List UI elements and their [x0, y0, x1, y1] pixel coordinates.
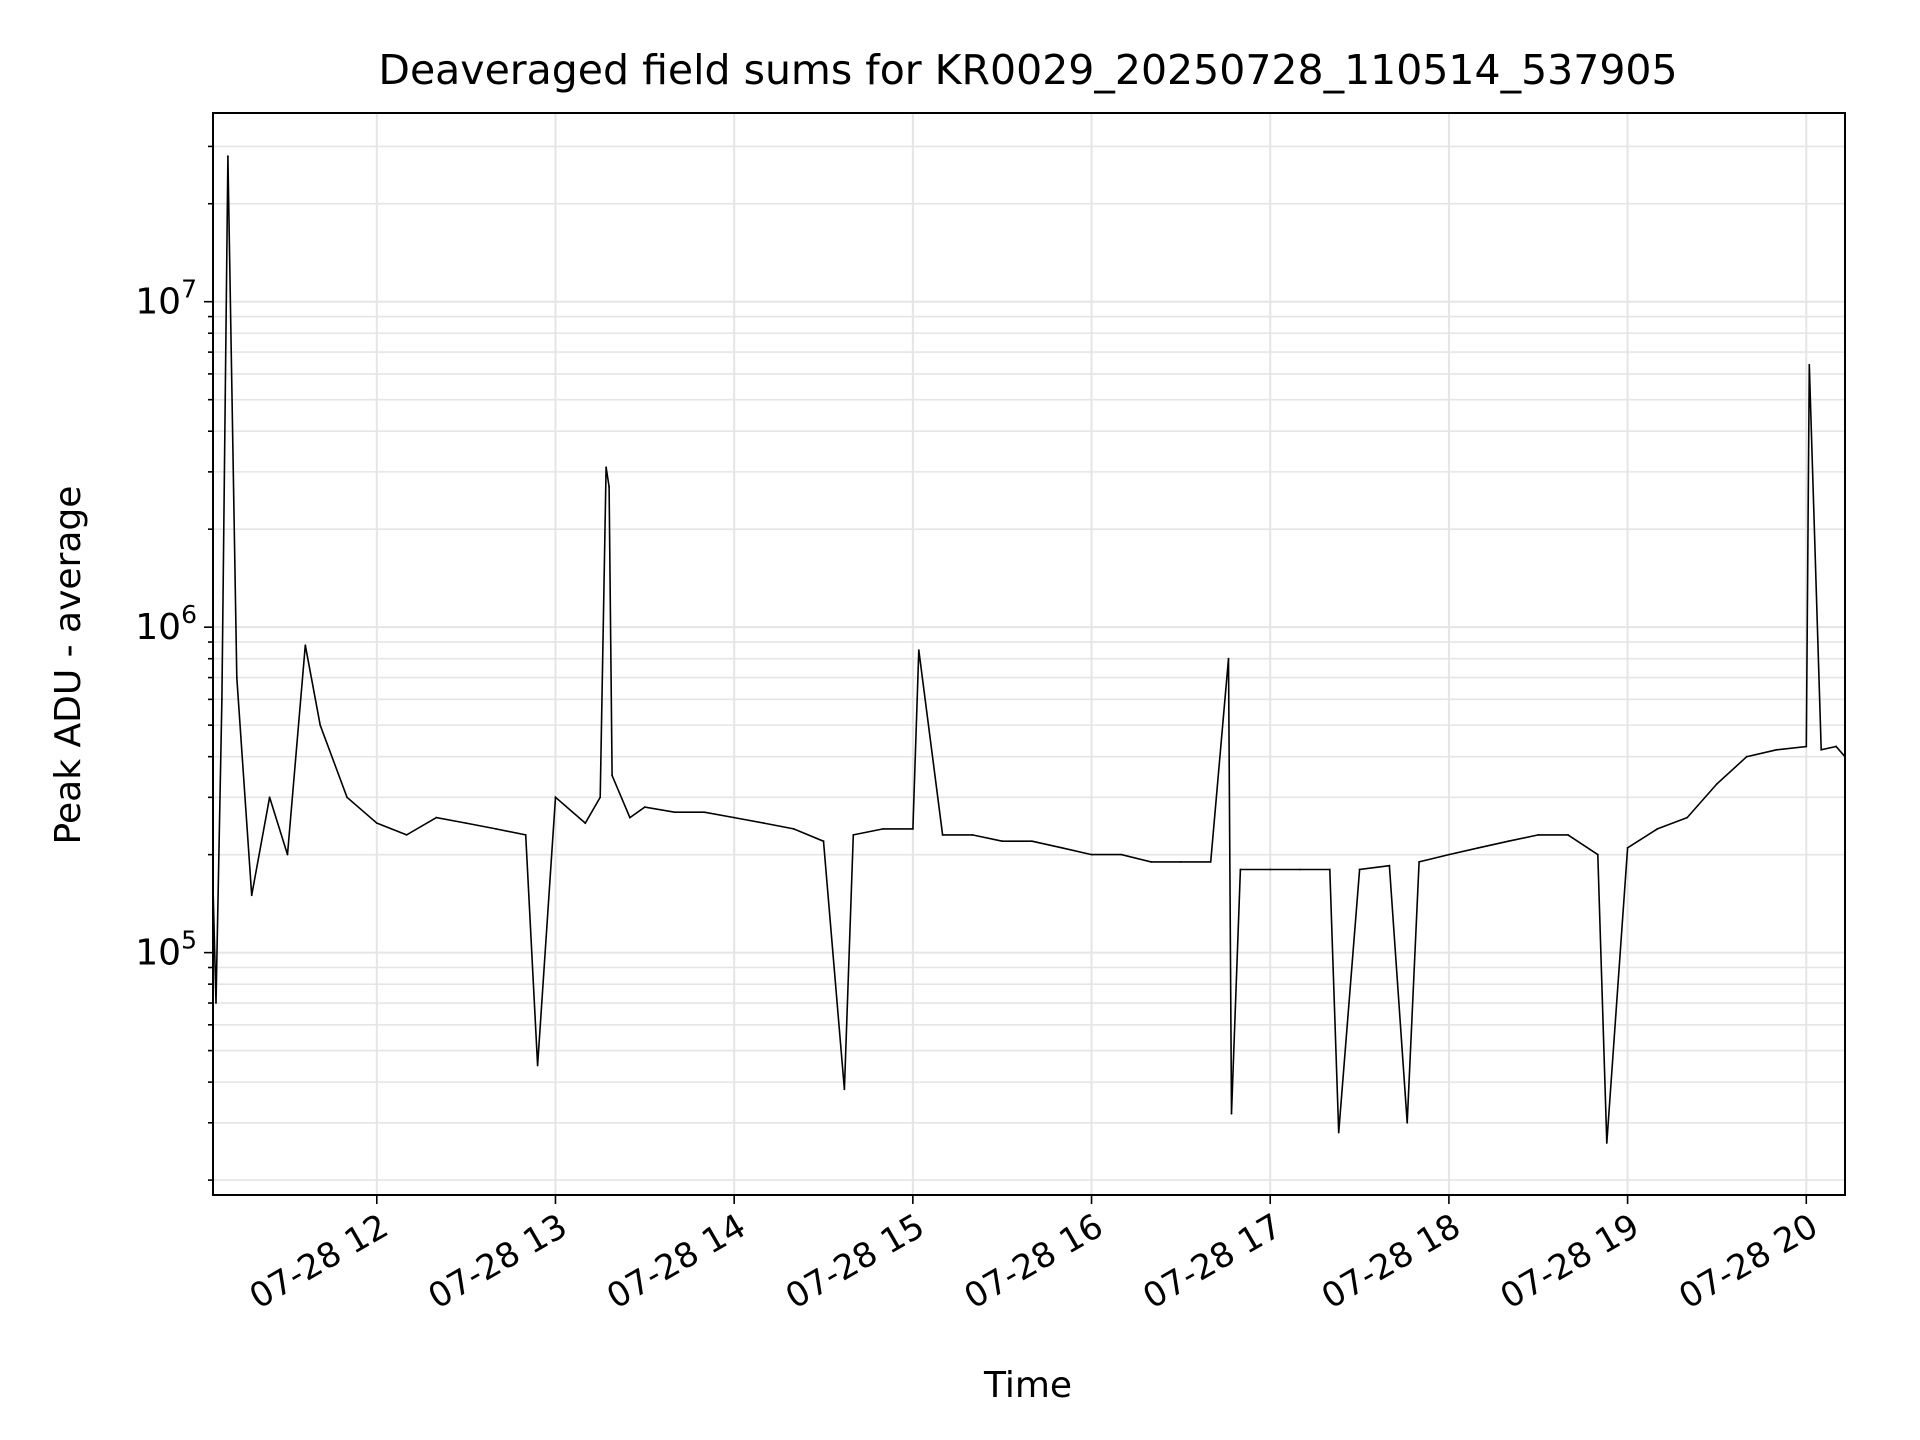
data-point: [599, 796, 602, 799]
y-axis-label: Peak ADU - average: [48, 486, 89, 845]
y-tick-base: 10: [135, 282, 181, 323]
data-point: [703, 811, 706, 814]
data-point: [304, 644, 307, 647]
data-point: [911, 827, 914, 830]
data-point: [843, 1088, 846, 1091]
data-point: [629, 816, 631, 819]
data-point: [524, 833, 527, 836]
data-point: [235, 676, 238, 679]
data-point: [611, 774, 613, 777]
data-point: [1745, 755, 1748, 758]
data-point: [792, 827, 795, 830]
data-point: [465, 822, 468, 825]
chart-title: Deaveraged field sums for KR0029_2025072…: [378, 46, 1677, 94]
data-point: [608, 485, 610, 488]
y-tick-label: 107: [135, 275, 197, 323]
data-point: [346, 796, 348, 799]
data-point: [221, 698, 223, 701]
data-point: [1031, 840, 1033, 843]
y-tick-exponent: 7: [181, 275, 197, 304]
data-point: [1150, 860, 1153, 863]
data-point: [1537, 833, 1540, 836]
data-point: [250, 894, 253, 897]
x-axis-label: Time: [983, 1365, 1072, 1406]
data-point: [405, 833, 408, 836]
data-point: [536, 1064, 539, 1067]
series-line: [212, 156, 1846, 1144]
data-point: [1626, 846, 1629, 849]
data-point: [733, 816, 736, 819]
data-point: [605, 466, 608, 469]
data-point: [1060, 846, 1063, 849]
data-point: [584, 822, 587, 825]
data-point: [554, 796, 557, 799]
data-point: [1716, 782, 1718, 785]
data-point: [941, 833, 944, 836]
data-point: [1775, 748, 1778, 751]
data-point: [1406, 1121, 1409, 1124]
data-point: [1605, 1142, 1608, 1144]
data-point: [1448, 853, 1450, 856]
y-tick-exponent: 6: [181, 600, 197, 629]
data-point: [1337, 1131, 1340, 1134]
data-point: [822, 840, 825, 843]
data-point: [495, 827, 497, 830]
data-point: [319, 724, 322, 727]
y-tick-exponent: 5: [181, 926, 197, 955]
y-tick-base: 10: [135, 933, 181, 974]
data-point: [1808, 363, 1811, 366]
data-point: [1090, 853, 1093, 856]
plot-frame: [212, 112, 1846, 1196]
data-point: [1209, 860, 1212, 863]
data-point: [1567, 833, 1569, 836]
data-point: [1835, 745, 1837, 748]
data-point: [971, 833, 974, 836]
data-point: [1418, 860, 1421, 863]
data-point: [375, 822, 378, 825]
data-point: [763, 822, 765, 825]
data-point: [1656, 827, 1659, 830]
data-point: [1358, 868, 1361, 871]
data-point: [226, 155, 229, 158]
data-point: [673, 811, 676, 814]
data-point: [1805, 745, 1808, 748]
data-point: [286, 853, 289, 856]
data-point: [1328, 868, 1331, 871]
data-point: [1239, 868, 1242, 871]
data-point: [1227, 657, 1230, 660]
data-point: [1477, 846, 1480, 849]
data-point: [268, 796, 271, 799]
y-tick-base: 10: [135, 607, 181, 648]
data-point: [1686, 816, 1689, 819]
data-point: [1820, 748, 1823, 751]
data-point: [1179, 860, 1182, 863]
y-tick-label: 105: [135, 926, 197, 974]
data-point: [852, 833, 855, 836]
grid-lines: [213, 113, 1845, 1195]
data-point: [643, 806, 646, 808]
data-point: [1388, 864, 1391, 867]
series-line-group: [212, 155, 1846, 1144]
data-point: [1507, 840, 1510, 843]
data-point: [917, 649, 920, 652]
data-point: [1269, 868, 1272, 871]
data-point: [435, 816, 438, 819]
data-point: [1299, 868, 1301, 871]
data-point: [215, 1002, 217, 1004]
data-point: [882, 827, 884, 830]
y-tick-label: 106: [135, 600, 197, 648]
data-point: [1596, 853, 1599, 856]
data-point: [1001, 840, 1004, 843]
data-point: [1120, 853, 1123, 856]
data-point: [1230, 1112, 1233, 1115]
